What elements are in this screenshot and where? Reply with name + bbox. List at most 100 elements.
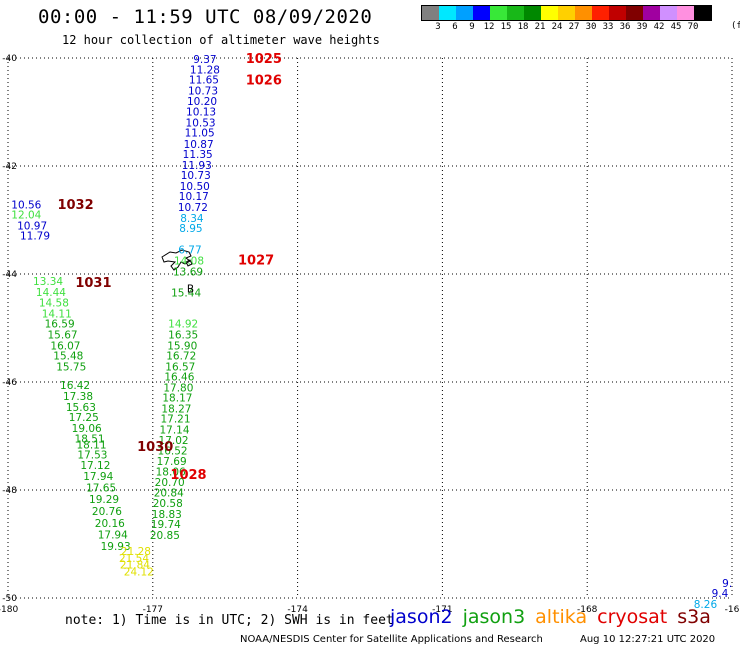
legend-swatch <box>575 6 592 20</box>
wave-height-point: 15.90 <box>167 340 197 352</box>
altimeter-points: 9.3711.2811.6510.7310.2010.1310.5311.051… <box>11 52 732 611</box>
series-jason3: 13.69 15.44 16.3515.9016.7216.5716.4617.80… <box>45 266 203 553</box>
x-tick-label: -177 <box>143 605 163 615</box>
y-tick-label: -48 <box>2 486 17 496</box>
legend-tick: 36 <box>619 22 631 32</box>
island-outline <box>161 249 193 271</box>
wave-height-point: 10.50 <box>180 181 210 193</box>
wave-height-point: 16.52 <box>158 446 188 458</box>
legend-swatch <box>592 6 609 20</box>
wave-height-point: 11.93 <box>182 160 212 172</box>
wave-height-point: 20.84 <box>154 488 184 500</box>
wave-height-point: 10.72 <box>178 202 208 214</box>
y-tick-label: -44 <box>2 270 17 280</box>
wave-height-point: 17.02 <box>159 435 189 447</box>
wave-height-point: 17.94 <box>83 471 113 483</box>
wave-height-point: 15.67 <box>48 329 78 341</box>
wave-height-point: 24.12 <box>124 567 154 579</box>
x-tick-label: -168 <box>577 605 598 615</box>
legend-tick: 33 <box>602 22 614 32</box>
legend-swatch <box>456 6 473 20</box>
legend-swatch <box>507 6 524 20</box>
pressure-label: 1028 <box>170 468 206 483</box>
wave-height-point: 18.83 <box>152 509 182 521</box>
wave-height-point: 17.80 <box>163 382 193 394</box>
legend-tick: 70 <box>687 22 699 32</box>
y-tick-label: -50 <box>2 594 17 604</box>
legend-swatch <box>609 6 626 20</box>
legend-tick: 21 <box>534 22 546 32</box>
x-tick-label: -174 <box>287 605 308 615</box>
pressure-label: 1026 <box>246 74 282 89</box>
wave-height-point: 17.69 <box>157 456 187 468</box>
legend-tick: 3 <box>435 22 441 32</box>
wave-height-point: 19.06 <box>72 423 102 435</box>
legend-swatch <box>643 6 660 20</box>
wave-height-point: 20.85 <box>150 530 180 542</box>
footer-credit: NOAA/NESDIS Center for Satellite Applica… <box>240 634 543 645</box>
legend-ticks: 3 6 9 12 15 18 21 24 27 30 33 36 39 42 45 70 <box>421 21 712 33</box>
legend-unit: (ft) <box>731 21 740 31</box>
wave-height-point: 17.65 <box>86 482 116 494</box>
legend-swatch <box>524 6 541 20</box>
wave-height-point: 13.69 <box>173 266 203 278</box>
wave-height-point: 15.63 <box>66 402 96 414</box>
legend-swatches <box>421 5 712 21</box>
wave-height-point: 16.07 <box>50 340 80 352</box>
legend-swatch <box>694 6 711 20</box>
wave-height-point: 11.28 <box>190 64 220 76</box>
page-title: 00:00 - 11:59 UTC 08/09/2020 <box>38 6 373 28</box>
mission-jason3: jason3 <box>462 606 526 628</box>
legend-swatch <box>660 6 677 20</box>
series-pressure-low: 1032 1031 1030 <box>57 198 173 455</box>
x-tick-label: -171 <box>432 605 452 615</box>
wave-height-point: 18.17 <box>162 393 192 405</box>
wave-height-point: 9. <box>722 578 732 590</box>
wave-height-point: 10.20 <box>187 96 217 108</box>
wave-height-point: 15.48 <box>53 351 83 363</box>
wave-height-point: 10.56 <box>11 199 41 211</box>
wave-height-point: 21.54 <box>119 553 149 565</box>
wave-height-point: 18.27 <box>161 403 191 415</box>
wave-height-point: 11.05 <box>185 128 215 140</box>
legend-tick: 30 <box>585 22 597 32</box>
pressure-label: 1031 <box>75 276 111 291</box>
wave-height-point: B <box>187 284 194 296</box>
wave-height-point: 18.06 <box>156 467 186 479</box>
wave-height-point: 17.53 <box>77 449 107 461</box>
graticule <box>7 57 733 599</box>
wave-height-point: 10.13 <box>186 106 216 118</box>
wave-height-point: 16.57 <box>165 361 195 373</box>
wave-height-point: 14.58 <box>39 298 69 310</box>
wave-height-point: 20.58 <box>153 498 183 510</box>
wave-height-point: 18.11 <box>76 440 106 452</box>
wave-height-point: 20.70 <box>155 477 185 489</box>
wave-height-point: 14.08 <box>174 256 204 268</box>
wave-height-point: 12.04 <box>11 210 41 222</box>
wave-height-point: 19.74 <box>151 519 181 531</box>
mission-s3a: s3a <box>677 606 711 628</box>
wave-height-point: 17.94 <box>98 529 128 541</box>
y-tick-label: -46 <box>2 378 17 388</box>
y-tick-label: -40 <box>2 54 17 64</box>
pressure-label: 1025 <box>246 52 282 67</box>
wave-height-point: 16.35 <box>168 329 198 341</box>
wave-height-point: 10.73 <box>181 170 211 182</box>
legend-tick: 15 <box>500 22 512 32</box>
wave-height-point: 8.34 <box>180 213 204 225</box>
legend-swatch <box>439 6 456 20</box>
wave-height-point: 16.46 <box>164 372 194 384</box>
wave-height-point: 6.77 <box>178 245 201 257</box>
wave-height-point: 17.38 <box>63 391 93 403</box>
footer-timestamp: Aug 10 12:27:21 UTC 2020 <box>580 634 716 645</box>
page-subtitle: 12 hour collection of altimeter wave hei… <box>62 33 380 47</box>
legend-swatch <box>541 6 558 20</box>
axis-labels: -180 -177 -174 -171 -168 -16 -40 -42 -44 -46 -48 -5… <box>0 54 740 615</box>
wave-height-point: 11.65 <box>189 75 219 87</box>
x-tick-label: -16 <box>725 605 740 615</box>
mission-jason2: jason2 <box>390 606 453 628</box>
wave-height-point: 10.87 <box>184 139 214 151</box>
legend-tick: 6 <box>452 22 458 32</box>
